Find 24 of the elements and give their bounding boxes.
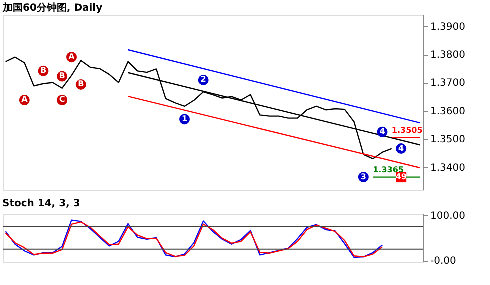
y-tick-label: 1.3400 bbox=[430, 162, 466, 174]
series-label: 2 bbox=[200, 75, 206, 84]
series-label: B bbox=[59, 72, 66, 81]
series-label: A bbox=[22, 95, 29, 104]
y-tick-label: 1.3700 bbox=[430, 78, 466, 90]
chart-title: Stoch 14, 3, 3 bbox=[2, 198, 80, 210]
data-label: 1.3505 bbox=[392, 126, 424, 135]
series-label: 49 bbox=[396, 172, 408, 182]
y-tick-label: 1.3900 bbox=[430, 22, 466, 33]
y-tick-label: 100.00 bbox=[430, 210, 466, 222]
y-tick-label: -0.00 bbox=[430, 256, 456, 268]
series-label: 4 bbox=[380, 127, 386, 136]
y-tick-label: 1.3600 bbox=[430, 106, 466, 118]
chart-title: 加国60分钟图, Daily bbox=[2, 2, 104, 14]
series-label: B bbox=[78, 80, 84, 89]
series-label: 1 bbox=[182, 114, 188, 124]
y-tick-label: 1.3800 bbox=[430, 50, 466, 62]
y-tick-label: 1.3500 bbox=[430, 134, 466, 146]
series-label: A bbox=[68, 52, 76, 62]
data-label: 1.3365 bbox=[373, 165, 404, 174]
series-label: B bbox=[40, 66, 47, 76]
series-label: C bbox=[59, 95, 66, 104]
series-label: 3 bbox=[360, 172, 366, 182]
series-label: 4 bbox=[398, 144, 405, 153]
